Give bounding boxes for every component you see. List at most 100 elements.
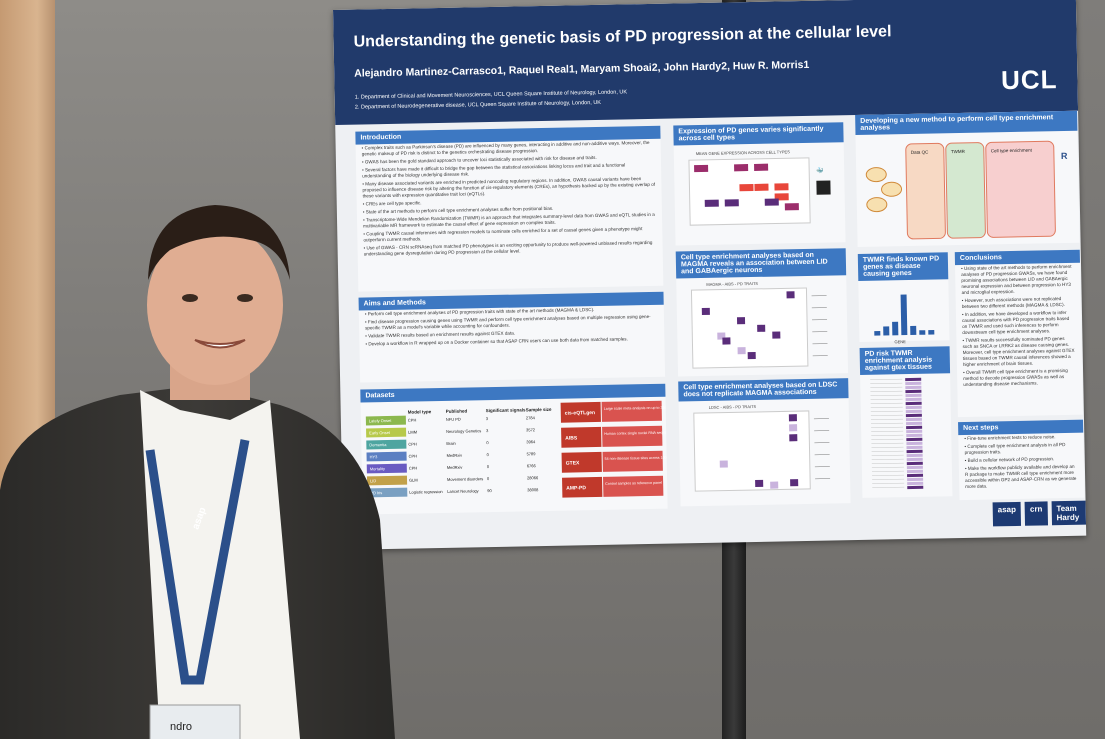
face — [147, 225, 283, 385]
table-cell-1-1: LMM — [408, 429, 417, 434]
table-row-label-bg-5 — [366, 475, 408, 486]
table-cell-6-0: PD Iris — [370, 490, 382, 495]
pdrisk-label-4 — [870, 394, 903, 396]
source-desc-0: Large scale meta-analysis on up to 31684… — [604, 405, 668, 411]
poster-title: Understanding the genetic basis of PD pr… — [353, 23, 892, 51]
next-steps-list: • Fine-tune enrichment tests to reduce n… — [958, 433, 1084, 491]
table-cell-3-0: HY3 — [370, 454, 379, 459]
ldsc-cell-3 — [719, 460, 728, 468]
pdrisk-cell-19 — [906, 453, 923, 458]
pdrisk-label-20 — [871, 458, 904, 460]
pdrisk-label-1 — [870, 382, 903, 384]
magma-section: Cell type enrichment analyses based on M… — [675, 248, 849, 377]
table-cell-2-0: Dementia — [369, 442, 387, 447]
expr-plot-area — [688, 157, 811, 226]
badge-text: ndro — [170, 721, 192, 733]
pdrisk-label-11 — [871, 422, 904, 424]
pdrisk-label-15 — [871, 438, 904, 440]
ldsc-heatmap: LDSC - AIBS - PD TRAITS — [693, 404, 831, 492]
twmr-bar-3 — [900, 294, 908, 336]
magma-cell-8 — [747, 351, 756, 360]
new-method-section: Developing a new method to perform cell … — [855, 110, 1080, 247]
pdrisk-cell-10 — [905, 417, 922, 422]
pdrisk-label-2 — [870, 386, 903, 388]
twmr-bar-chart: GENE — [874, 294, 935, 344]
table-cell-2-3: 0 — [486, 440, 489, 445]
table-cell-0-4: 2784 — [526, 415, 536, 420]
ldsc-cell-5 — [770, 481, 779, 489]
magma-heatmap: MAGMA - AIBS - PD TRAITS — [690, 281, 828, 369]
table-cell-5-0: LID — [370, 478, 376, 483]
pdrisk-cell-20 — [906, 457, 923, 462]
pdrisk-cell-11 — [906, 421, 923, 426]
table-header-2: Significant signals — [486, 407, 526, 413]
pdrisk-label-19 — [871, 454, 904, 456]
magma-plot — [690, 287, 809, 369]
pdrisk-label-7 — [870, 406, 903, 408]
table-cell-2-2: Brain — [446, 441, 455, 446]
table-cell-6-3: 90 — [487, 488, 492, 493]
table-cell-0-0: Lately Onset — [369, 418, 392, 423]
magma-cell-5 — [722, 337, 731, 345]
pdrisk-cell-7 — [905, 405, 922, 410]
pdrisk-cell-24 — [907, 473, 924, 478]
source-desc-bg-2 — [602, 450, 663, 472]
pdrisk-cell-1 — [905, 381, 922, 386]
magma-heading: Cell type enrichment analyses based on M… — [675, 248, 847, 279]
table-row-label-bg-6 — [367, 487, 408, 498]
next-step-bullet-3: • Make the workflow publicly available a… — [964, 463, 1077, 489]
table-cell-5-2: Movement disorders — [447, 476, 483, 482]
workflow-box-2 — [985, 140, 1056, 238]
workflow-label-0: Data QC — [911, 150, 929, 155]
table-cell-3-2: MedRxiv — [447, 453, 463, 458]
table-header-3: Sample size — [526, 407, 552, 413]
pdrisk-section: PD risk TWMR enrichment analysis against… — [859, 346, 953, 498]
intro-list: • Complex traits such as Parkinson's dis… — [356, 139, 663, 259]
name-badge — [149, 704, 241, 739]
table-cell-6-1: Logistic regression — [409, 489, 442, 495]
twmr-bar-6 — [928, 330, 935, 335]
affiliation-2: 2. Department of Neurodegenerative disea… — [354, 99, 602, 111]
table-cell-4-4: 6766 — [527, 463, 537, 468]
pdrisk-cell-13 — [906, 429, 923, 434]
conclusion-bullet-3: • TWMR results successfully nominated PD… — [962, 336, 1075, 367]
magma-cell-3 — [757, 324, 766, 332]
expr-cell-2 — [754, 163, 769, 171]
table-cell-0-2: NFU PD — [446, 417, 461, 422]
ldsc-cell-2 — [789, 434, 798, 442]
crn-logo: crn — [1024, 501, 1048, 526]
magma-cell-7 — [737, 347, 746, 355]
pdrisk-label-12 — [871, 426, 904, 428]
pdrisk-cell-9 — [905, 413, 922, 418]
table-header-0: Model type — [408, 409, 432, 414]
pdrisk-cell-2 — [905, 385, 922, 390]
docker-icon: 🐳 — [816, 167, 824, 175]
table-cell-6-4: 38008 — [527, 487, 539, 492]
table-cell-4-3: 0 — [487, 464, 490, 469]
table-cell-1-3: 3 — [486, 428, 489, 433]
twmr-bar-1 — [883, 326, 890, 336]
workflow-box-1 — [945, 142, 986, 239]
asap-logo: asap — [992, 501, 1022, 527]
aims-list: • Perform cell type enrichment analyses … — [359, 305, 665, 349]
magma-cell-0 — [786, 291, 795, 299]
r-logo-icon: R — [1061, 151, 1068, 161]
pdrisk-label-24 — [872, 474, 905, 476]
workflow-input-1 — [866, 197, 888, 213]
pdrisk-label-16 — [871, 442, 904, 444]
left-eye — [182, 294, 198, 302]
pdrisk-label-13 — [871, 430, 904, 432]
next-steps-section: Next steps • Fine-tune enrichment tests … — [958, 419, 1085, 501]
source-tag-3: AMP-PD — [566, 485, 586, 491]
team-hardy-logo: Team Hardy — [1051, 500, 1087, 526]
source-desc-1: Human cortex single nuclei RNA seq data — [604, 431, 667, 436]
pdrisk-cell-22 — [906, 465, 923, 470]
ldsc-section: Cell type enrichment analyses based on L… — [678, 378, 851, 507]
footer-logos: asap crn Team Hardy — [992, 500, 1087, 527]
ucl-logo: UCL — [1000, 64, 1058, 96]
twmr-bar-5 — [919, 330, 926, 335]
pdrisk-cell-14 — [906, 433, 923, 438]
affiliation-1: 1. Department of Clinical and Movement N… — [354, 89, 628, 101]
pdrisk-label-27 — [872, 486, 905, 488]
pdrisk-label-9 — [870, 414, 903, 416]
